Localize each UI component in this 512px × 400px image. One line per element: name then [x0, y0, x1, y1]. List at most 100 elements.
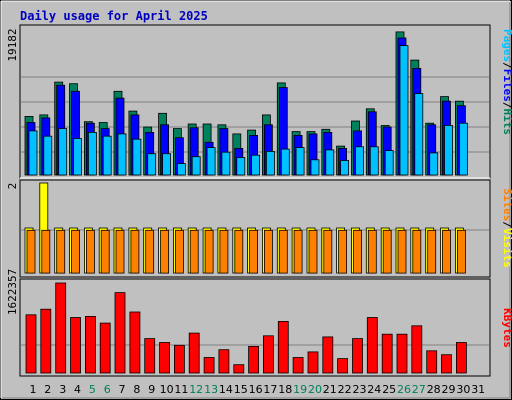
x-tick-label: 15 [234, 383, 248, 396]
bar-kbytes-day-21 [322, 336, 334, 374]
bar-pages-day-2 [43, 135, 53, 176]
x-tick-label: 17 [263, 383, 277, 396]
bar-pages-day-18 [280, 148, 290, 176]
x-tick-label: 10 [160, 383, 174, 396]
bar-sites-day-18 [278, 229, 288, 274]
x-tick-label: 1 [30, 383, 37, 396]
bar-sites-day-4 [71, 229, 80, 274]
bar-pages-day-11 [176, 163, 186, 176]
bar-kbytes-day-19 [292, 357, 304, 374]
bar-kbytes-day-3 [55, 282, 67, 374]
x-tick-label: 11 [174, 383, 188, 396]
bar-sites-day-30 [456, 229, 466, 274]
bar-kbytes-day-23 [352, 338, 363, 374]
bar-kbytes-day-9 [144, 338, 156, 374]
x-tick-label: 28 [427, 383, 441, 396]
legend-slash: / [501, 62, 512, 69]
bar-kbytes-day-8 [129, 311, 141, 374]
bar-sites-day-3 [56, 229, 66, 274]
bar-pages-day-13 [206, 147, 216, 176]
bar-kbytes-day-27 [411, 325, 423, 374]
x-tick-label: 24 [367, 383, 381, 396]
bar-pages-day-26 [399, 45, 409, 176]
bar-kbytes-day-2 [40, 308, 52, 374]
bar-pages-day-12 [191, 156, 201, 176]
x-tick-label: 18 [278, 383, 292, 396]
bar-sites-day-10 [160, 229, 170, 274]
bar-sites-day-22 [338, 229, 348, 274]
bottom-side-legend: KBytes [501, 308, 512, 348]
x-tick-label: 8 [133, 383, 140, 396]
bar-kbytes-day-12 [188, 332, 200, 374]
chart-title: Daily usage for April 2025 [20, 9, 208, 23]
bar-sites-day-6 [100, 229, 110, 274]
bar-pages-day-9 [147, 153, 157, 176]
x-tick-label: 4 [74, 383, 81, 396]
bar-kbytes-day-6 [99, 322, 111, 374]
x-tick-label: 21 [323, 383, 337, 396]
bar-sites-day-17 [263, 229, 273, 274]
bar-pages-day-15 [236, 157, 246, 176]
x-tick-label: 20 [308, 383, 322, 396]
x-tick-label: 27 [412, 383, 426, 396]
bar-kbytes-day-22 [337, 358, 349, 374]
x-tick-label: 19 [293, 383, 307, 396]
bar-sites-day-25 [382, 229, 392, 274]
bar-sites-day-8 [130, 229, 140, 274]
bar-kbytes-day-5 [85, 315, 96, 374]
bar-pages-day-20 [310, 159, 320, 176]
bar-pages-day-4 [73, 138, 82, 176]
bar-kbytes-day-7 [114, 292, 126, 374]
bar-kbytes-day-30 [455, 342, 467, 374]
bar-sites-day-16 [249, 229, 259, 274]
bar-sites-day-29 [442, 229, 451, 274]
x-tick-label: 13 [204, 383, 218, 396]
bar-kbytes-day-24 [366, 317, 378, 374]
bar-pages-day-14 [221, 151, 231, 176]
bar-pages-day-8 [132, 138, 142, 176]
legend-slash: / [501, 221, 512, 228]
bar-pages-day-6 [102, 135, 112, 176]
x-tick-label: 22 [338, 383, 352, 396]
bar-pages-day-27 [414, 93, 424, 176]
legend-pages: Pages [501, 29, 512, 62]
bar-kbytes-day-16 [248, 345, 260, 374]
bar-pages-day-1 [28, 130, 38, 176]
bar-kbytes-day-26 [396, 333, 408, 374]
x-tick-label: 3 [59, 383, 66, 396]
top-side-legend: Pages/Files/Hits [501, 29, 512, 135]
x-tick-label: 29 [442, 383, 456, 396]
legend-slash: / [501, 102, 512, 109]
bar-sites-day-14 [219, 229, 229, 274]
x-tick-label: 25 [382, 383, 396, 396]
bar-kbytes-day-10 [159, 342, 171, 374]
bottom-y-max-label: 1622357 [6, 269, 19, 315]
legend-kbytes: KBytes [501, 308, 512, 348]
bar-kbytes-day-15 [233, 364, 245, 374]
legend-visits: Visits [501, 228, 512, 268]
bar-kbytes-day-20 [307, 351, 319, 374]
x-tick-label: 5 [89, 383, 96, 396]
x-tick-label: 12 [189, 383, 203, 396]
bar-sites-day-21 [323, 229, 333, 274]
bar-pages-day-5 [88, 131, 97, 176]
x-tick-label: 14 [219, 383, 233, 396]
x-tick-label: 31 [471, 383, 485, 396]
bar-kbytes-day-17 [262, 335, 274, 374]
bar-sites-day-12 [189, 229, 199, 274]
middle-side-legend: Sites/Visits [501, 188, 512, 268]
bar-sites-day-27 [412, 229, 422, 274]
x-axis-tick-labels: 1 2 3 4 5 6 7 8 9 10 11 12 13 14 15 16 17 18 19 20 21 22 23 24 2… [30, 383, 486, 396]
bar-sites-day-9 [145, 229, 155, 274]
bar-pages-day-7 [117, 133, 127, 176]
top-y-max-label: 19182 [6, 28, 19, 61]
bar-pages-day-25 [384, 150, 394, 176]
bar-kbytes-day-28 [426, 350, 438, 374]
bar-pages-day-23 [355, 146, 364, 176]
bar-pages-day-24 [369, 146, 379, 176]
bar-pages-day-30 [458, 122, 468, 176]
bar-sites-day-13 [204, 229, 214, 274]
bar-pages-day-10 [162, 153, 172, 176]
bar-sites-day-19 [293, 229, 303, 274]
bar-pages-day-29 [444, 125, 453, 176]
